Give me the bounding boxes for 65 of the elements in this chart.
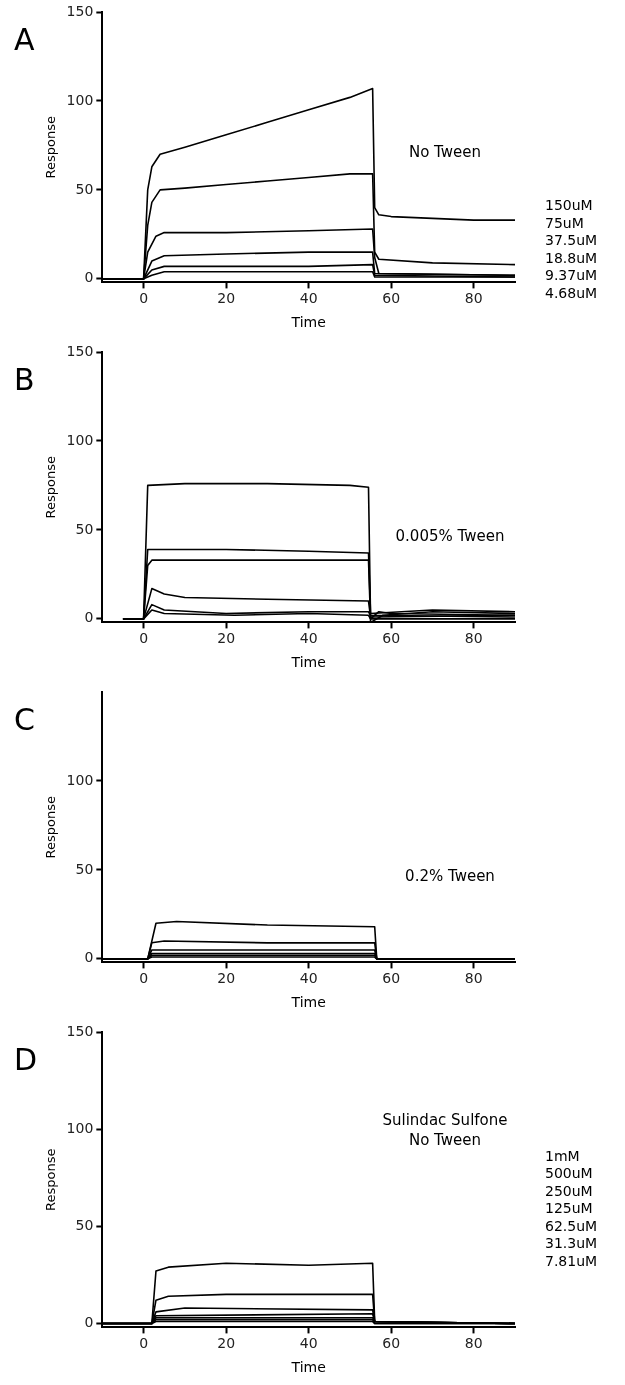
annotation: Sulindac Sulfone	[381, 1111, 509, 1131]
y-tick-label: 150	[66, 342, 94, 359]
text: 18.8uM	[545, 249, 598, 268]
x-tick-label: 0	[139, 1335, 149, 1352]
y-tick-label: 0	[84, 949, 94, 966]
y-tick-label: 50	[75, 860, 94, 877]
x-tick-label: 60	[382, 630, 401, 647]
y-tick-label: 50	[75, 520, 94, 537]
text: 9.37uM	[545, 267, 598, 285]
x-axis-title: Time	[290, 314, 326, 331]
x-tick-label: 60	[382, 970, 401, 987]
x-tick-label: 0	[139, 290, 149, 307]
chart-title: A	[14, 22, 35, 57]
annotation: No Tween	[407, 1130, 483, 1151]
annotation: 0.2% Tween	[404, 867, 496, 887]
y-tick-label: 0	[84, 1314, 94, 1331]
y-axis-title: Response	[43, 115, 59, 179]
x-tick-label: 20	[217, 1335, 236, 1352]
y-axis-title: Response	[43, 795, 59, 859]
y-tick-label: 50	[75, 1216, 94, 1233]
chart-title: C	[14, 702, 35, 737]
x-axis-title: Time	[290, 1359, 326, 1376]
text: 37.5uM	[545, 232, 598, 250]
text: 125uM	[545, 1200, 594, 1218]
y-tick-label: 100	[66, 1119, 94, 1136]
x-tick-label: 80	[464, 290, 483, 307]
text: 1mM	[545, 1147, 581, 1166]
y-tick-label: 150	[66, 2, 94, 19]
text: 62.5uM	[545, 1217, 598, 1236]
text: 75uM	[545, 214, 585, 233]
x-tick-label: 60	[382, 290, 401, 307]
x-tick-label: 60	[382, 1335, 401, 1352]
y-tick-label: 50	[75, 180, 94, 197]
x-axis-title: Time	[290, 654, 326, 671]
x-tick-label: 80	[464, 1335, 483, 1352]
x-tick-label: 40	[299, 630, 318, 647]
x-axis-title: Time	[290, 994, 326, 1011]
y-tick-label: 100	[66, 771, 94, 788]
text: 31.3uM	[545, 1235, 598, 1253]
y-tick-label: 100	[66, 91, 94, 108]
chart-title: B	[14, 362, 35, 397]
x-tick-label: 20	[217, 290, 236, 307]
text: 250uM	[545, 1182, 594, 1201]
annotation: No Tween	[407, 142, 483, 163]
x-tick-label: 0	[139, 630, 149, 647]
x-tick-label: 20	[217, 630, 236, 647]
y-tick-label: 150	[66, 1022, 94, 1039]
y-axis-title: Response	[43, 1148, 59, 1211]
y-tick-label: 0	[84, 609, 94, 626]
y-tick-label: 0	[84, 269, 94, 286]
y-tick-label: 100	[66, 431, 94, 448]
text: 4.68uM	[545, 284, 598, 303]
y-axis-title: Response	[43, 455, 59, 519]
x-tick-label: 80	[464, 970, 483, 987]
text: 7.81uM	[545, 1252, 598, 1271]
x-tick-label: 40	[299, 1335, 318, 1352]
text: 150uM	[545, 197, 594, 215]
x-tick-label: 0	[139, 970, 149, 987]
annotation: 0.005% Tween	[394, 527, 506, 547]
x-tick-label: 80	[464, 630, 483, 647]
text: 500uM	[545, 1165, 594, 1183]
x-tick-label: 40	[299, 970, 318, 987]
x-tick-label: 40	[299, 290, 318, 307]
chart-title: D	[14, 1042, 38, 1077]
x-tick-label: 20	[217, 970, 236, 987]
